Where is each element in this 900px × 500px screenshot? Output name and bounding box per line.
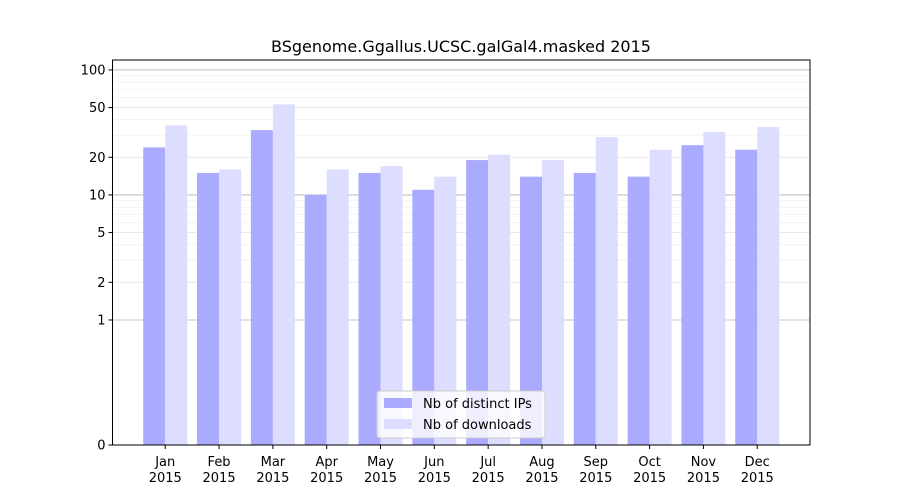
bar-distinct-ips xyxy=(197,172,220,445)
y-tick-label: 0 xyxy=(97,439,105,454)
bar-distinct-ips xyxy=(573,172,596,445)
legend-swatch-distinct-ips xyxy=(384,398,412,408)
x-tick-label-month: Aug xyxy=(529,455,554,470)
x-tick-label-year: 2015 xyxy=(364,471,397,486)
legend-label-distinct-ips: Nb of distinct IPs xyxy=(423,397,532,412)
bar-distinct-ips xyxy=(358,172,381,445)
bar-downloads xyxy=(434,176,457,445)
x-tick-label-month: Jun xyxy=(423,455,444,470)
y-tick-label: 100 xyxy=(81,63,106,78)
legend-swatch-downloads xyxy=(384,419,412,429)
x-tick-label-year: 2015 xyxy=(418,471,451,486)
bar-downloads xyxy=(488,154,511,446)
y-tick-label: 2 xyxy=(97,276,105,291)
x-tick-label-year: 2015 xyxy=(741,471,774,486)
x-tick-label-year: 2015 xyxy=(310,471,343,486)
bar-downloads xyxy=(649,149,672,446)
y-tick-label: 5 xyxy=(97,226,105,241)
bar-downloads xyxy=(757,126,780,446)
bar-downloads xyxy=(595,137,618,445)
bar-distinct-ips xyxy=(735,149,758,446)
bar-distinct-ips xyxy=(681,145,704,445)
bar-distinct-ips xyxy=(143,147,166,446)
y-tick-label: 20 xyxy=(89,151,106,166)
x-tick-label-year: 2015 xyxy=(256,471,289,486)
x-tick-label-month: Sep xyxy=(584,455,609,470)
x-tick-label-year: 2015 xyxy=(633,471,666,486)
legend-box xyxy=(376,390,546,439)
bar-distinct-ips xyxy=(466,160,489,445)
x-tick-label-year: 2015 xyxy=(525,471,558,486)
bar-downloads xyxy=(219,169,242,445)
x-tick-label-month: Oct xyxy=(638,455,660,470)
x-tick-label-month: Jul xyxy=(479,455,496,470)
x-tick-label-month: Mar xyxy=(261,455,286,470)
bars-layer xyxy=(143,104,780,446)
ticks-layer: 0125102050100Jan2015Feb2015Mar2015Apr201… xyxy=(81,63,774,486)
bar-distinct-ips xyxy=(250,130,273,445)
bar-downloads xyxy=(541,160,564,445)
x-tick-label-year: 2015 xyxy=(687,471,720,486)
bar-downloads xyxy=(326,169,349,445)
x-tick-label-month: Feb xyxy=(208,455,231,470)
x-tick-label-year: 2015 xyxy=(472,471,505,486)
plot-frame xyxy=(112,59,811,446)
x-tick-label-month: Dec xyxy=(745,455,770,470)
bar-distinct-ips xyxy=(304,194,327,445)
chart-title: BSgenome.Ggallus.UCSC.galGal4.masked 201… xyxy=(271,37,651,56)
legend: Nb of distinct IPs Nb of downloads xyxy=(376,390,546,439)
y-tick-label: 10 xyxy=(89,188,106,203)
x-tick-label-month: Jan xyxy=(154,455,175,470)
x-tick-label-year: 2015 xyxy=(149,471,182,486)
bar-downloads xyxy=(165,125,188,445)
y-tick-label: 50 xyxy=(89,101,106,116)
bar-downloads xyxy=(703,131,726,445)
x-tick-label-year: 2015 xyxy=(579,471,612,486)
bar-distinct-ips xyxy=(519,176,542,445)
x-tick-label-month: Apr xyxy=(315,455,338,470)
y-tick-label: 1 xyxy=(97,313,105,328)
bar-distinct-ips xyxy=(412,189,435,445)
bar-downloads xyxy=(380,166,403,445)
x-tick-label-month: Nov xyxy=(691,455,717,470)
bar-downloads xyxy=(272,104,295,445)
x-tick-label-month: May xyxy=(367,455,394,470)
legend-label-downloads: Nb of downloads xyxy=(423,418,532,433)
x-tick-label-year: 2015 xyxy=(203,471,236,486)
bar-distinct-ips xyxy=(627,176,650,445)
